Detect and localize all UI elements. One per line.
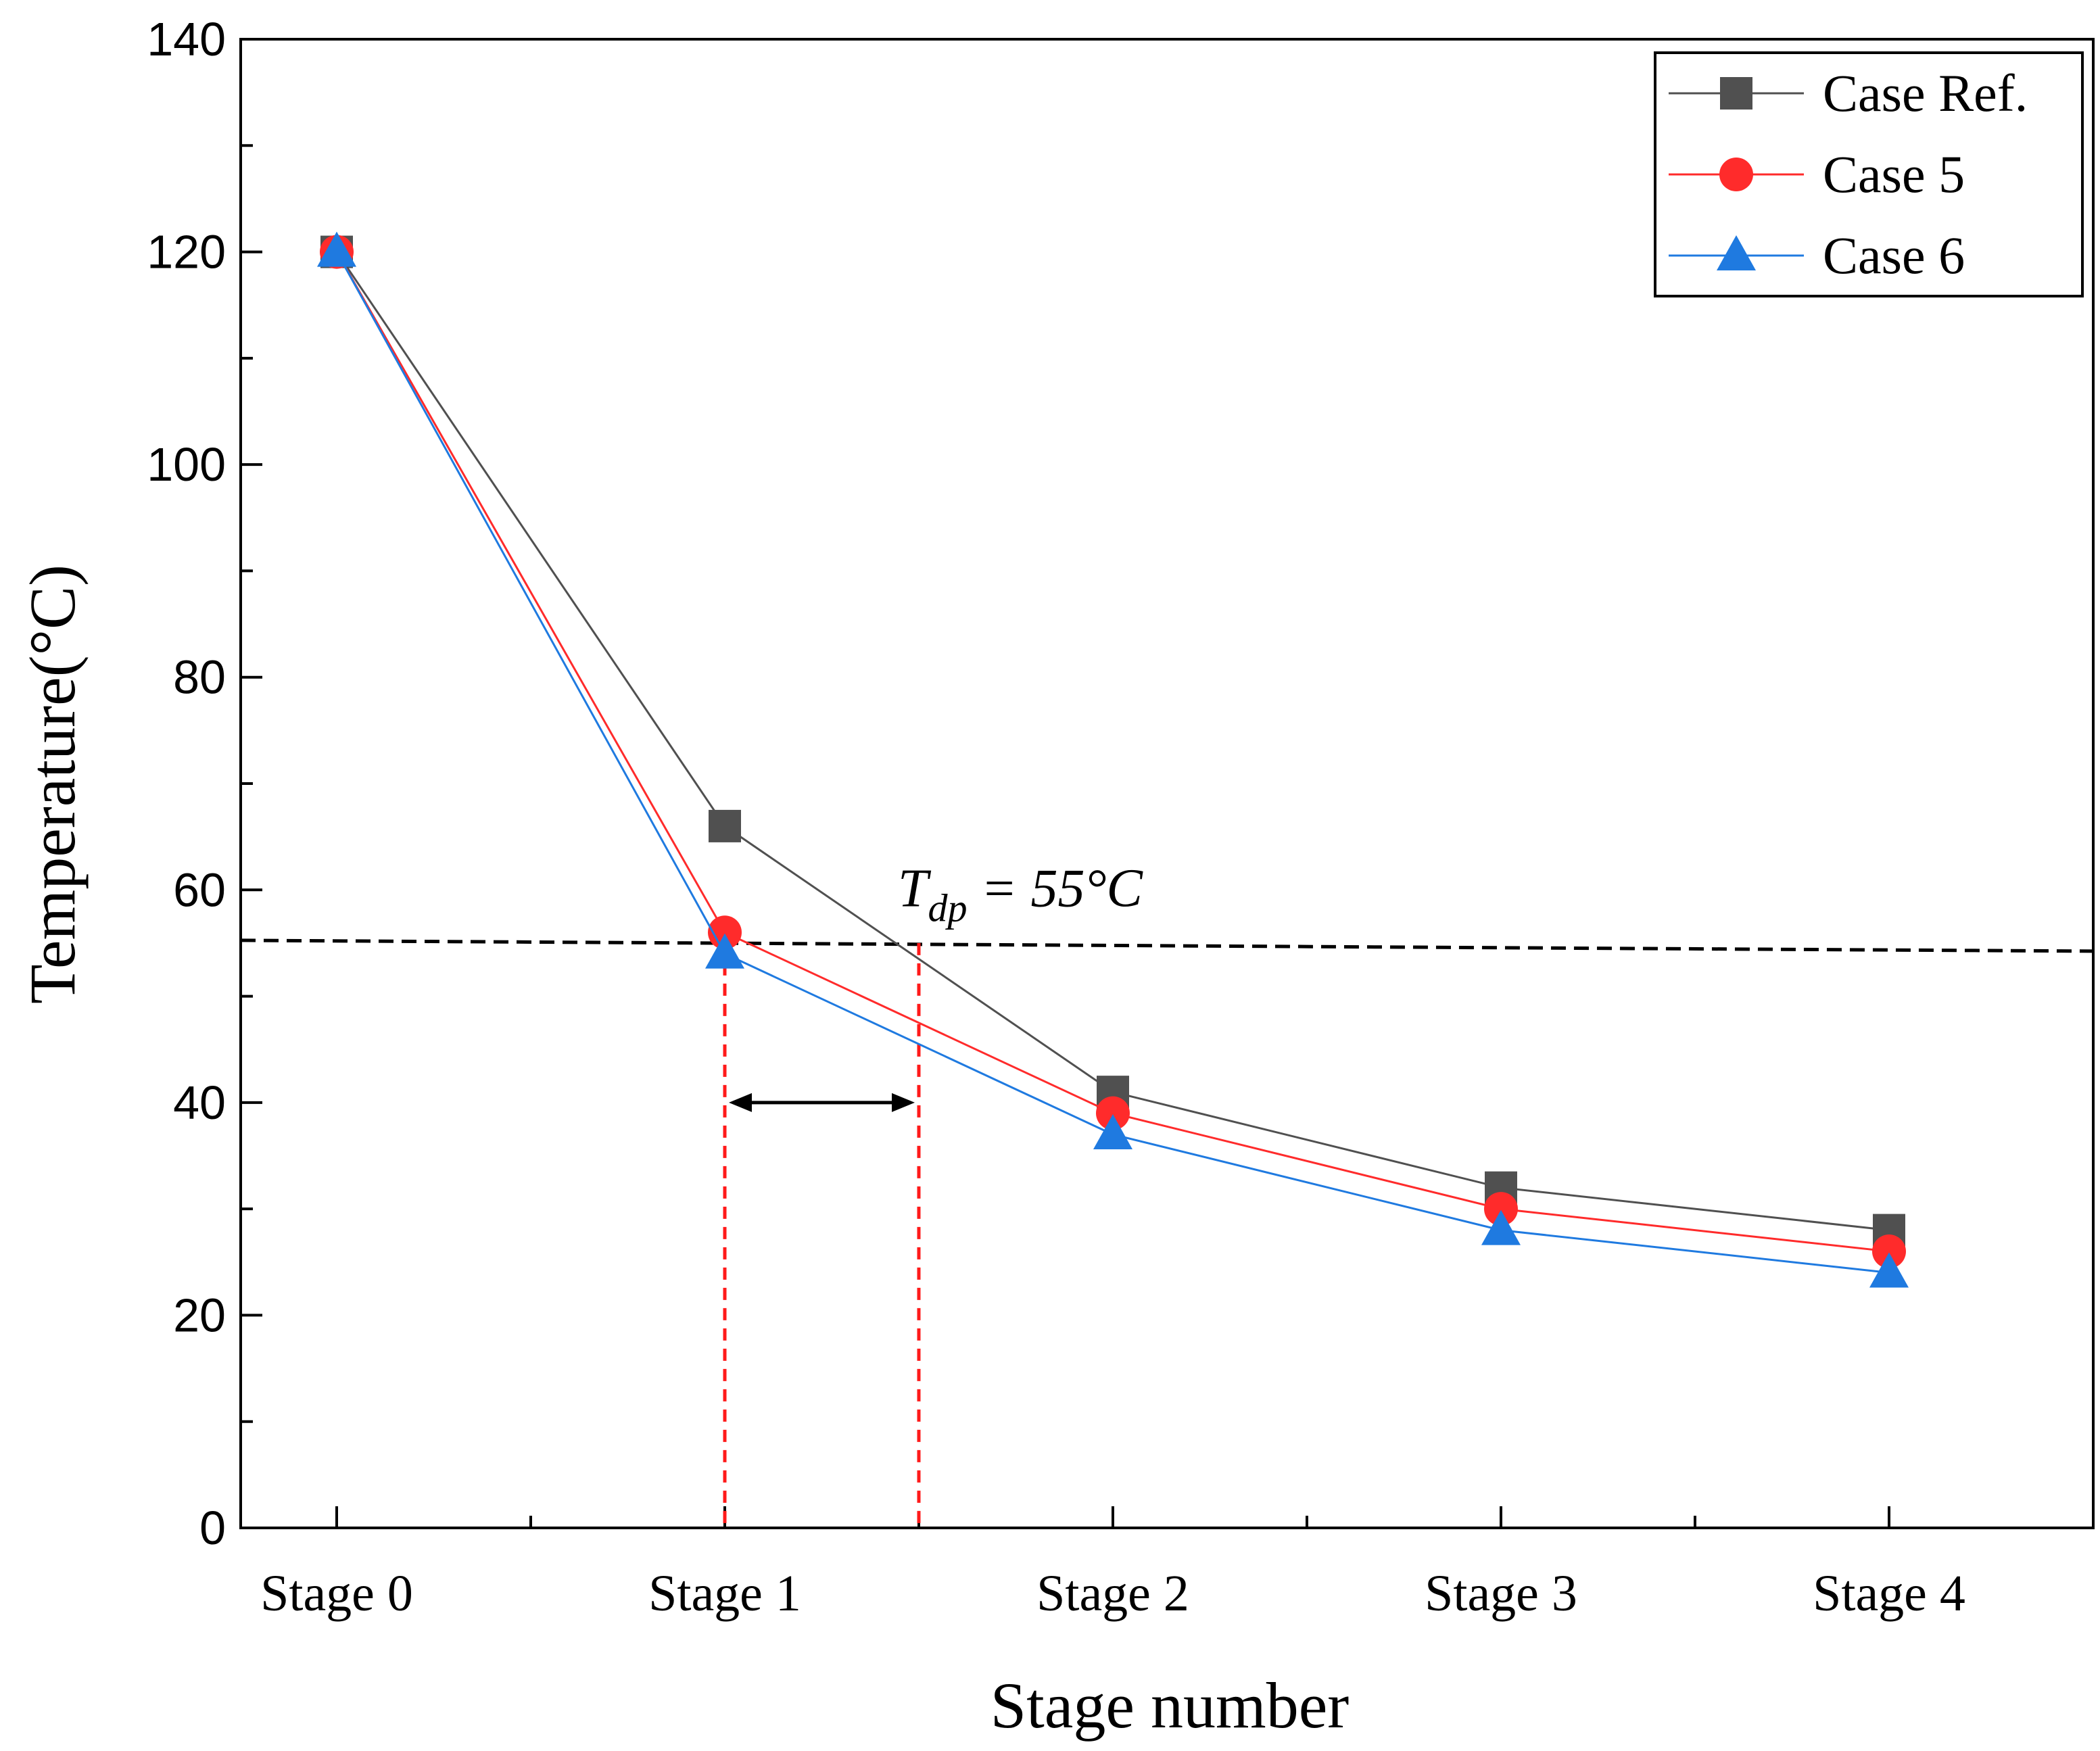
x-tick-label: Stage 4 (1813, 1565, 1965, 1622)
data-point (708, 915, 742, 950)
series-group (317, 231, 1909, 1288)
data-point (317, 231, 356, 267)
data-point (1481, 1209, 1521, 1245)
legend-label: Case Ref. (1823, 64, 2028, 122)
y-tick-label: 100 (147, 438, 226, 491)
legend: Case Ref. Case 5 Case 6 (1654, 51, 2084, 297)
series-case-ref (320, 235, 1905, 1247)
y-tick-label: 80 (173, 651, 226, 704)
series-case-6 (317, 231, 1909, 1288)
x-tick-label: Stage 1 (648, 1565, 801, 1622)
axes: 0 20 40 60 80 100 120 140 Stage 0 Stage 1 Stage 2 S… (147, 13, 2095, 1622)
data-point (1484, 1192, 1518, 1226)
legend-label: Case 5 (1823, 145, 1965, 203)
x-tick-label: Stage 0 (260, 1565, 413, 1622)
legend-label: Case 6 (1823, 226, 1965, 285)
data-point (1093, 1114, 1132, 1150)
x-tick-label: Stage 2 (1036, 1565, 1189, 1622)
x-tick-label: Stage 3 (1425, 1565, 1577, 1622)
dew-point-line (240, 938, 2094, 953)
y-tick-label: 0 (199, 1502, 226, 1554)
dew-point-label: Tdp = 55°C (898, 859, 1143, 930)
data-point (1869, 1252, 1909, 1288)
y-axis-title: Temperature(°C) (16, 565, 89, 1004)
x-axis-title: Stage number (991, 1669, 1350, 1742)
range-arrow-head-right (892, 1093, 915, 1112)
y-tick-label: 120 (147, 226, 226, 279)
series-case-5 (320, 235, 1906, 1269)
data-point (1872, 1234, 1906, 1269)
data-point (1096, 1096, 1130, 1130)
range-arrow-head-left (729, 1093, 752, 1112)
y-tick-label: 40 (173, 1076, 226, 1129)
y-tick-label: 140 (147, 13, 226, 66)
legend-marker (1720, 77, 1752, 110)
data-point (709, 809, 741, 842)
y-tick-label: 60 (173, 863, 226, 916)
legend-marker (1719, 158, 1753, 191)
legend-marker (1717, 235, 1756, 270)
y-tick-label: 20 (173, 1289, 226, 1341)
annotations: Tdp = 55°C (240, 859, 2094, 1528)
data-point (705, 933, 744, 969)
